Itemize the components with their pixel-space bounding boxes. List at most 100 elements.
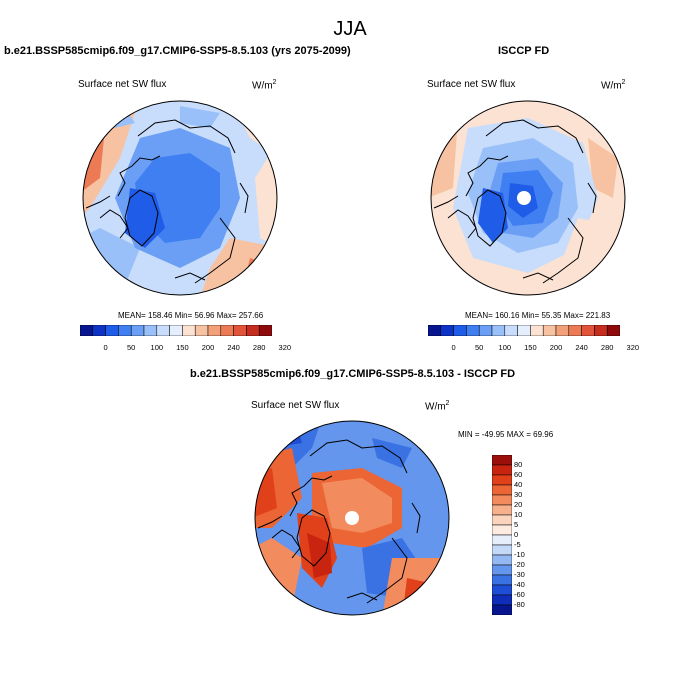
panel-diff-title: b.e21.BSSP585cmip6.f09_g17.CMIP6-SSP5-8.… [190,368,516,380]
colorbar-obs-swatch [568,324,582,337]
polar-map-obs [430,100,626,296]
colorbar-model-swatch [169,324,183,337]
colorbar-obs-tick-label: 50 [475,343,484,352]
colorbar-model-labels: 0 50 100 150 200 240 280 320 [80,341,292,352]
colorbar-model-swatch [92,324,106,337]
colorbar-model-swatch [156,324,170,337]
colorbar-obs-tick-label: 320 [626,343,640,352]
colorbar-diff-swatch [491,604,513,616]
colorbar-model-tick-label: 50 [127,343,136,352]
colorbar-obs-swatch [517,324,531,337]
colorbar-model-swatch [182,324,196,337]
colorbar-diff-tick-label: -80 [514,600,525,609]
colorbar-obs-swatch [491,324,506,337]
colorbar-diff-tick-label: -40 [514,580,525,589]
colorbar-diff: 80 60 40 30 20 10 5 0 -5 -10 -20 -30 -40 -60 -80 [491,454,525,620]
colorbar-diff-tick-label: 80 [514,460,523,469]
colorbar-diff-tick-label: 10 [514,510,523,519]
colorbar-diff-swatch [491,464,513,476]
colorbar-diff-swatch [491,564,513,576]
colorbar-model-swatch [130,324,145,337]
colorbar-obs-tick-label: 0 [451,343,456,352]
colorbar-diff-swatch [491,494,513,506]
panel-diff-stats: MIN = -49.95 MAX = 69.96 [458,430,554,439]
panel-obs-stats: MEAN= 160.16 Min= 55.35 Max= 221.83 [465,311,611,320]
colorbar-obs-tick-label: 200 [549,343,563,352]
panel-model-stats: MEAN= 158.46 Min= 56.96 Max= 257.66 [118,311,264,320]
panel-diff-variable: Surface net SW flux [251,400,340,411]
panel-diff-units: W/m2 [425,400,450,413]
colorbar-model-swatch [246,324,260,337]
colorbar-model-tick-label: 0 [103,343,108,352]
colorbar-diff-swatch [491,504,513,516]
colorbar-obs-swatch [594,324,608,337]
colorbar-model-tick-label: 320 [278,343,292,352]
colorbar-diff-tick-label: 40 [514,480,523,489]
panel-model-title: b.e21.BSSP585cmip6.f09_g17.CMIP6-SSP5-8.… [4,45,351,57]
colorbar-model-swatch [79,324,94,337]
colorbar-model-tick-label: 100 [150,343,164,352]
colorbar-diff-labels: 80 60 40 30 20 10 5 0 -5 -10 -20 -30 -40 -60 -80 [514,455,544,615]
panel-model-units: W/m2 [252,79,277,92]
colorbar-obs-swatch [453,324,467,337]
colorbar-model-tick-label: 150 [176,343,189,352]
colorbar-model-tick-label: 280 [252,343,266,352]
colorbar-obs-swatch [504,324,518,337]
colorbar-diff-swatch [491,484,513,496]
colorbar-diff-swatch [491,474,513,486]
colorbar-obs-labels: 0 50 100 150 200 240 280 320 [428,341,640,352]
figure-title: JJA [333,18,367,40]
colorbar-obs-swatch [606,324,621,337]
colorbar-diff-swatch [491,544,513,556]
colorbar-diff-tick-label: -5 [514,540,521,549]
colorbar-obs-swatch [427,324,442,337]
colorbar-obs-swatch [542,324,557,337]
colorbar-obs-tick-label: 150 [524,343,537,352]
polar-map-diff [254,420,450,616]
colorbar-obs-tick-label: 100 [498,343,512,352]
colorbar-obs-swatch [466,324,480,337]
colorbar-obs-swatch [555,324,570,337]
colorbar-obs: 0 50 100 150 200 240 280 320 [427,323,640,352]
colorbar-model-swatch [258,324,273,337]
colorbar-diff-tick-label: 30 [514,490,523,499]
polar-map-model [82,100,278,296]
colorbar-diff-tick-label: 60 [514,470,523,479]
colorbar-diff-swatch [491,554,513,566]
colorbar-diff-tick-label: -30 [514,570,525,579]
colorbar-diff-tick-label: 20 [514,500,523,509]
colorbar-obs-swatch [530,324,544,337]
colorbar-model-tick-label: 200 [201,343,215,352]
colorbar-diff-tick-label: -10 [514,550,525,559]
colorbar-diff-swatch [491,514,513,526]
colorbar-model-swatch [233,324,247,337]
panel-obs-variable: Surface net SW flux [427,79,516,90]
colorbar-model: 0 50 100 150 200 240 280 320 [79,323,292,352]
colorbar-obs-tick-label: 240 [575,343,588,352]
panel-obs-title: ISCCP FD [498,45,550,57]
colorbar-obs-swatch [478,324,493,337]
colorbar-diff-swatches [491,454,513,616]
colorbar-model-swatch [207,324,222,337]
colorbar-model-swatch [194,324,209,337]
colorbar-obs-swatch [581,324,595,337]
colorbar-model-swatches [79,324,273,337]
colorbar-obs-swatches [427,324,621,337]
colorbar-diff-swatch [491,584,513,596]
colorbar-diff-tick-label: 5 [514,520,519,529]
colorbar-obs-swatch [440,324,454,337]
colorbar-diff-tick-label: -20 [514,560,525,569]
panel-obs-units: W/m2 [601,79,626,92]
colorbar-model-tick-label: 240 [227,343,240,352]
colorbar-diff-swatch [491,524,513,536]
panel-model-variable: Surface net SW flux [78,79,167,90]
colorbar-diff-swatch [491,534,513,546]
colorbar-obs-tick-label: 280 [600,343,614,352]
colorbar-model-swatch [118,324,132,337]
colorbar-diff-swatch [491,594,513,606]
colorbar-diff-swatch [491,454,513,466]
colorbar-model-swatch [220,324,234,337]
colorbar-model-swatch [105,324,119,337]
colorbar-diff-swatch [491,574,513,586]
colorbar-model-swatch [143,324,158,337]
